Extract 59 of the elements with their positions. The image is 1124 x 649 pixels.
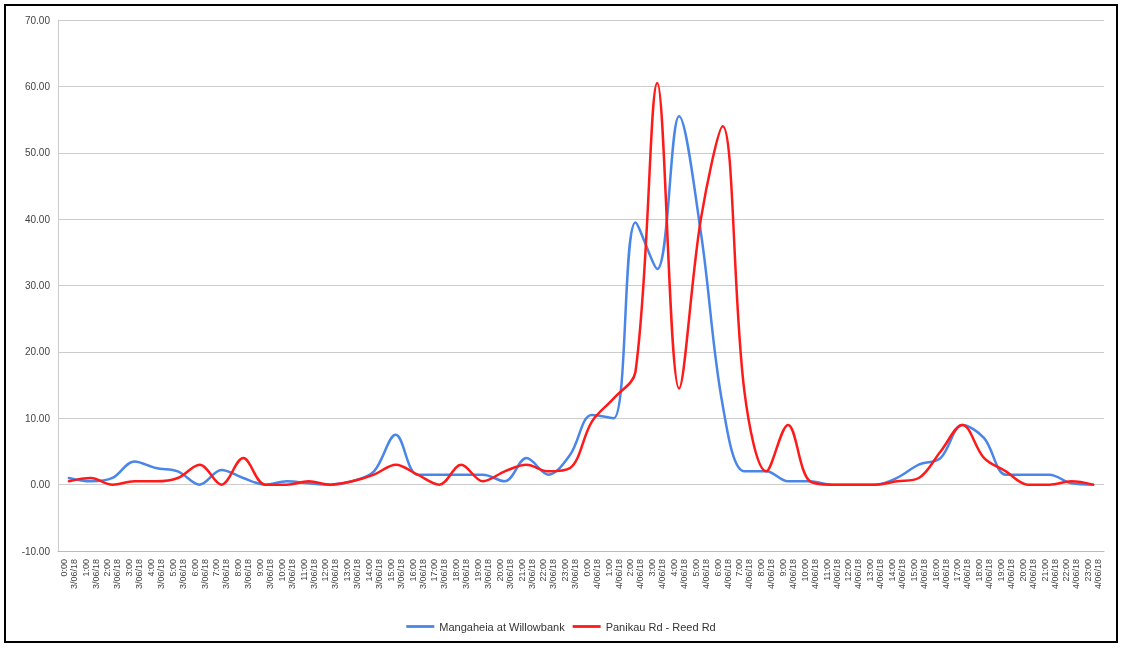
x-tick-label: 23:00 3/06/18 xyxy=(560,559,581,590)
y-tick-label: 10.00 xyxy=(24,412,51,424)
x-tick-label: 14:00 3/06/18 xyxy=(363,559,384,590)
x-tick-label: 4:00 3/06/18 xyxy=(146,559,167,590)
x-tick-label: 19:00 4/06/18 xyxy=(995,559,1016,590)
x-tick-label: 3:00 3/06/18 xyxy=(124,559,145,590)
legend-label: Panikau Rd - Reed Rd xyxy=(605,620,716,633)
x-tick-label: 13:00 4/06/18 xyxy=(865,559,886,590)
x-tick-label: 9:00 4/06/18 xyxy=(778,559,799,590)
legend-label: Mangaheia at Willowbank xyxy=(439,620,566,633)
x-tick-label: 3:00 4/06/18 xyxy=(647,559,668,590)
x-tick-label: 18:00 4/06/18 xyxy=(974,559,995,590)
x-tick-label: 2:00 4/06/18 xyxy=(625,559,646,590)
x-tick-label: 10:00 4/06/18 xyxy=(799,559,820,590)
x-tick-label: 17:00 4/06/18 xyxy=(952,559,973,590)
y-tick-label: 40.00 xyxy=(24,213,51,225)
x-tick-label: 6:00 4/06/18 xyxy=(712,559,733,590)
x-tick-label: 6:00 3/06/18 xyxy=(189,559,210,590)
x-tick-label: 13:00 3/06/18 xyxy=(342,559,363,590)
x-tick-label: 17:00 3/06/18 xyxy=(429,559,450,590)
x-tick-label: 22:00 3/06/18 xyxy=(538,559,559,590)
x-tick-label: 15:00 3/06/18 xyxy=(385,559,406,590)
x-tick-label: 12:00 4/06/18 xyxy=(843,559,864,590)
x-tick-label: 10:00 3/06/18 xyxy=(276,559,297,590)
x-tick-label: 15:00 4/06/18 xyxy=(908,559,929,590)
x-tick-label: 1:00 4/06/18 xyxy=(603,559,624,590)
x-tick-label: 7:00 3/06/18 xyxy=(211,559,232,590)
x-tick-label: 0:00 4/06/18 xyxy=(581,559,602,590)
y-tick-label: 30.00 xyxy=(24,280,51,291)
x-tick-label: 0:00 3/06/18 xyxy=(58,559,79,590)
x-tick-label: 12:00 3/06/18 xyxy=(320,559,341,590)
x-tick-label: 9:00 3/06/18 xyxy=(255,559,276,590)
x-tick-label: 22:00 4/06/18 xyxy=(1061,559,1082,590)
x-tick-label: 20:00 3/06/18 xyxy=(494,559,515,590)
x-tick-label: 21:00 3/06/18 xyxy=(516,559,537,590)
x-tick-label: 16:00 3/06/18 xyxy=(407,559,428,590)
x-tick-label: 20:00 4/06/18 xyxy=(1017,559,1038,590)
y-tick-label: 50.00 xyxy=(24,147,51,159)
x-tick-label: 7:00 4/06/18 xyxy=(734,559,755,590)
x-tick-label: 11:00 3/06/18 xyxy=(298,559,319,590)
x-tick-label: 4:00 4/06/18 xyxy=(669,559,690,590)
x-tick-label: 16:00 4/06/18 xyxy=(930,559,951,590)
y-tick-label: 20.00 xyxy=(24,346,51,358)
x-tick-label: 2:00 3/06/18 xyxy=(102,559,123,590)
x-tick-label: 18:00 3/06/18 xyxy=(451,559,472,590)
x-tick-label: 8:00 3/06/18 xyxy=(233,559,254,590)
x-tick-label: 19:00 3/06/18 xyxy=(472,559,493,590)
x-tick-label: 1:00 3/06/18 xyxy=(80,559,101,590)
x-tick-label: 21:00 4/06/18 xyxy=(1039,559,1060,590)
y-tick-label: 70.00 xyxy=(24,14,51,26)
x-tick-label: 5:00 3/06/18 xyxy=(167,559,188,590)
x-tick-label: 11:00 4/06/18 xyxy=(821,559,842,590)
x-tick-label: 14:00 4/06/18 xyxy=(886,559,907,590)
x-tick-label: 8:00 4/06/18 xyxy=(756,559,777,590)
x-tick-label: 23:00 4/06/18 xyxy=(1083,559,1104,590)
y-tick-label: 0.00 xyxy=(30,479,51,491)
y-tick-label: -10.00 xyxy=(21,545,51,557)
x-tick-label: 5:00 4/06/18 xyxy=(690,559,711,590)
y-tick-label: 60.00 xyxy=(24,80,51,92)
